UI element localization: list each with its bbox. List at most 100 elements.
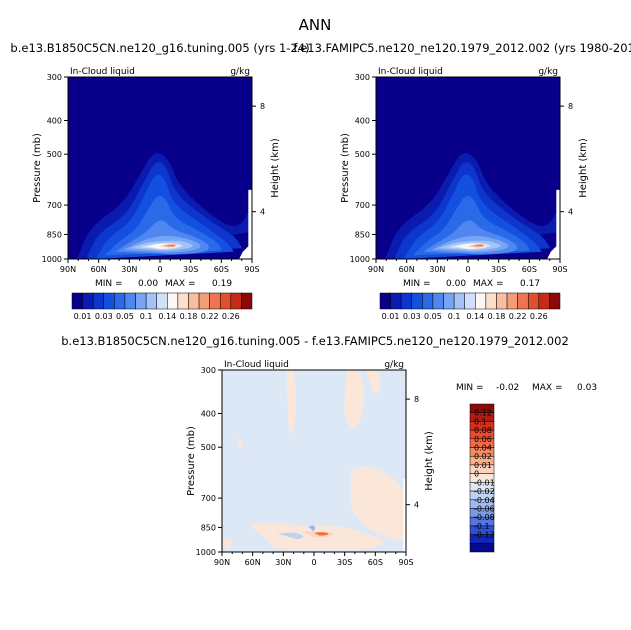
colorbar-label: 0.05 <box>424 312 442 321</box>
x-tick-label: 30S <box>337 558 352 567</box>
y-axis-title: Pressure (mb) <box>32 133 43 203</box>
colorbar-swatch <box>92 292 105 310</box>
colorbar-swatch <box>156 292 168 310</box>
colorbar-label: 0.1 <box>474 417 487 426</box>
colorbar-swatch <box>209 292 221 310</box>
colorbar-swatch <box>485 292 497 310</box>
colorbar-label: 0.01 <box>74 312 92 321</box>
colorbar-label: 0.05 <box>116 312 134 321</box>
colorbar-label: -0.04 <box>474 496 495 505</box>
colorbar-swatch <box>400 292 413 310</box>
colorbar-label: 0.03 <box>95 312 113 321</box>
colorbar-label: 0.1 <box>140 312 153 321</box>
x-tick-label: 60N <box>91 265 107 274</box>
y-right-tick-label: 4 <box>260 208 265 217</box>
colorbar-label: -0.02 <box>474 487 495 496</box>
figure-title: ANN <box>299 16 332 34</box>
min-label: MIN = <box>95 279 123 289</box>
x-tick-label: 0 <box>465 265 470 274</box>
colorbar-swatch <box>549 292 561 310</box>
colorbar-swatch <box>241 292 253 310</box>
colorbar-swatch <box>167 292 179 310</box>
y-tick-label: 850 <box>47 230 62 239</box>
colorbar-swatch <box>475 292 487 310</box>
x-tick-label: 30N <box>429 265 445 274</box>
colorbar-swatch <box>135 292 147 310</box>
units-label: g/kg <box>538 67 558 77</box>
min-value: 0.00 <box>138 279 158 289</box>
colorbar-swatch <box>538 292 550 310</box>
panel-1: b.e13.B1850C5CN.ne120_g16.tuning.005 (yr… <box>10 41 309 321</box>
x-tick-label: 0 <box>157 265 162 274</box>
colorbar-swatch <box>411 292 423 310</box>
colorbar-swatch <box>496 292 508 310</box>
x-tick-label: 60S <box>368 558 383 567</box>
x-tick-label: 30S <box>183 265 198 274</box>
x-tick-label: 90S <box>244 265 259 274</box>
colorbar-label: 0.1 <box>448 312 461 321</box>
contour-band-11 <box>165 244 176 247</box>
field-name-label: In-Cloud liquid <box>224 360 289 370</box>
panel-3: b.e13.B1850C5CN.ne120_g16.tuning.005 - f… <box>61 334 597 567</box>
y-axis-title: Pressure (mb) <box>340 133 351 203</box>
colorbar-label: 0.26 <box>222 312 240 321</box>
x-tick-label: 90N <box>214 558 230 567</box>
max-label: MAX = <box>532 383 563 393</box>
y-tick-label: 1000 <box>350 255 370 264</box>
colorbar-label: 0.04 <box>474 444 492 453</box>
y-tick-label: 300 <box>47 73 62 82</box>
x-tick-label: 60S <box>214 265 229 274</box>
colorbar-label: 0.08 <box>474 426 492 435</box>
y-axis-title: Pressure (mb) <box>186 426 197 496</box>
min-label: MIN = <box>403 279 431 289</box>
max-value: 0.17 <box>520 279 540 289</box>
colorbar-swatch <box>219 292 232 310</box>
colorbar-label: -0.06 <box>474 504 495 513</box>
colorbar-swatch <box>422 292 434 310</box>
diff-patch-11 <box>314 532 329 536</box>
colorbar-swatch <box>114 292 126 310</box>
terrain-mask <box>248 189 252 259</box>
y-tick-label: 300 <box>355 73 370 82</box>
y-tick-label: 850 <box>355 230 370 239</box>
x-tick-label: 30S <box>491 265 506 274</box>
x-tick-label: 90S <box>552 265 567 274</box>
y-axis-right-title: Height (km) <box>578 138 589 198</box>
x-tick-label: 90N <box>60 265 76 274</box>
colorbar-swatch <box>188 292 200 310</box>
colorbar-label: 0.01 <box>474 461 492 470</box>
colorbar-label: -0.12 <box>474 531 495 540</box>
y-right-tick-label: 8 <box>260 102 265 111</box>
diff-patch-8 <box>277 532 304 540</box>
colorbar-swatch <box>443 292 455 310</box>
terrain-mask <box>403 479 406 552</box>
y-right-tick-label: 4 <box>568 208 573 217</box>
min-value: -0.02 <box>496 383 519 393</box>
colorbar-swatch <box>506 292 518 310</box>
panel-2-title: f.e13.FAMIPC5.ne120_ne120.1979_2012.002 … <box>293 41 631 55</box>
y-tick-label: 850 <box>201 523 216 532</box>
colorbar-swatch <box>230 292 242 310</box>
x-tick-label: 60N <box>399 265 415 274</box>
colorbar-label: 0.03 <box>403 312 421 321</box>
max-value: 0.03 <box>577 383 597 393</box>
x-tick-label: 30N <box>121 265 137 274</box>
colorbar-label: 0.18 <box>488 312 506 321</box>
y-tick-label: 400 <box>201 409 216 418</box>
contour-band-11 <box>473 244 484 247</box>
y-tick-label: 400 <box>47 116 62 125</box>
colorbar-label: 0.22 <box>201 312 219 321</box>
colorbar-swatch <box>432 292 444 310</box>
min-value: 0.00 <box>446 279 466 289</box>
y-tick-label: 700 <box>47 201 62 210</box>
colorbar-label: -0.08 <box>474 513 495 522</box>
field-name-label: In-Cloud liquid <box>378 67 443 77</box>
diff-patch-3 <box>365 370 381 396</box>
colorbar-label: 0.14 <box>466 312 484 321</box>
colorbar-swatch <box>103 292 115 310</box>
diff-patch-9 <box>308 525 316 532</box>
panel-2: f.e13.FAMIPC5.ne120_ne120.1979_2012.002 … <box>293 41 631 321</box>
y-right-tick-label: 8 <box>568 102 573 111</box>
colorbar-swatch <box>517 292 529 310</box>
colorbar-label: 0.12 <box>474 409 492 418</box>
